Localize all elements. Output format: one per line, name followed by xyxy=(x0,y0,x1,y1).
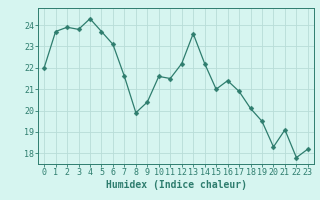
X-axis label: Humidex (Indice chaleur): Humidex (Indice chaleur) xyxy=(106,180,246,190)
